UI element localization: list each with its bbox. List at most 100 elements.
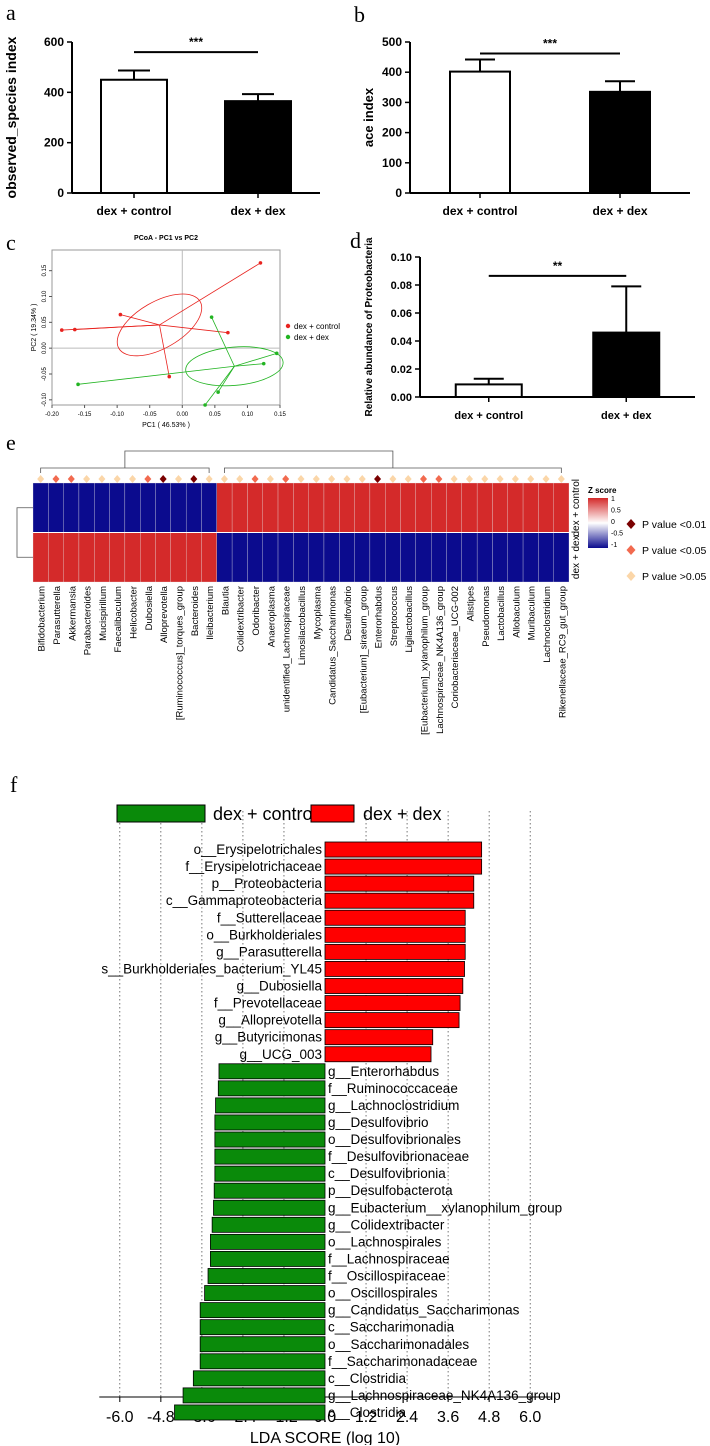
lda-bar-control xyxy=(182,1387,326,1404)
heat-cell-control xyxy=(431,482,447,533)
heat-cell-control xyxy=(94,482,110,533)
heat-cell-dex xyxy=(94,532,110,583)
heat-cell-control xyxy=(185,482,202,533)
column-label: Colidextribacter xyxy=(236,586,247,652)
y-axis-label: ace index xyxy=(361,87,376,147)
x-tick-label: dex + control xyxy=(96,204,171,218)
lda-bar-control xyxy=(214,1165,326,1182)
y-tick-label: 0 xyxy=(395,186,402,200)
column-label: Streptococcus xyxy=(389,586,400,646)
x-tick-label: dex + control xyxy=(442,204,517,218)
column-label: Parabacteroides xyxy=(83,586,94,655)
pvalue-diamond xyxy=(174,475,182,483)
pvalue-diamond xyxy=(404,475,412,483)
x-tick-label: -0.15 xyxy=(78,412,92,418)
heat-cell-control xyxy=(400,482,417,533)
heat-cell-dex xyxy=(216,532,233,583)
lda-bar-control xyxy=(215,1097,326,1114)
lda-bar-control xyxy=(214,1114,326,1131)
y-tick-label: 400 xyxy=(382,65,402,79)
bar-dex-control xyxy=(449,70,511,194)
bar-chart-observed-species: 0 200 400 600 observed_species index dex + co… xyxy=(3,35,320,218)
heat-cell-dex xyxy=(522,532,539,583)
lda-bar-control xyxy=(211,1216,326,1233)
y-tick-label: 300 xyxy=(382,95,402,109)
y-tick-label: 200 xyxy=(382,126,402,140)
y-tick-label: 0.02 xyxy=(391,364,412,376)
sample-point xyxy=(209,315,214,319)
column-label: Lactobacillus xyxy=(496,586,507,641)
heat-cell-control xyxy=(385,482,401,533)
lda-bar-control xyxy=(218,1063,326,1080)
column-dendrogram xyxy=(224,467,562,473)
centroid-spoke xyxy=(159,262,261,326)
heat-cell-control xyxy=(446,482,462,533)
y-axis-label: observed_species index xyxy=(3,36,19,198)
y-tick-label: 0.00 xyxy=(42,342,48,354)
column-label: Akkermansia xyxy=(67,585,78,641)
centroid-spoke xyxy=(120,314,160,326)
pvalue-diamond xyxy=(159,475,167,483)
pvalue-diamond xyxy=(98,475,106,483)
pvalue-diamond xyxy=(220,475,228,483)
colorbar xyxy=(588,498,608,548)
pvalue-diamond xyxy=(52,475,60,483)
y-tick-label: 200 xyxy=(44,136,64,150)
taxon-label: g__Lachnospiraceae_NK4A136_group xyxy=(328,1388,561,1403)
lda-bar-control xyxy=(210,1233,326,1250)
heat-cell-dex xyxy=(492,532,508,583)
heat-cell-control xyxy=(553,482,570,533)
lda-bar-dex xyxy=(324,1046,432,1063)
centroid-spoke xyxy=(217,366,235,393)
taxon-label: c__Clostridia xyxy=(328,1405,407,1420)
heat-cell-dex xyxy=(231,532,248,583)
column-label: Lachnoclostridium xyxy=(542,586,553,663)
heat-cell-dex xyxy=(431,532,447,583)
y-tick-label: 0.08 xyxy=(391,280,412,292)
heat-cell-dex xyxy=(507,532,524,583)
lda-bar-control xyxy=(210,1251,326,1267)
y-tick-label: 500 xyxy=(382,35,402,49)
taxon-label: f__Saccharimonadaceae xyxy=(328,1354,477,1369)
colorbar-tick-label: 0.5 xyxy=(611,508,621,515)
x-tick-label: 2.4 xyxy=(396,1409,418,1426)
pvalue-diamond xyxy=(557,475,565,483)
heat-cell-control xyxy=(155,482,171,533)
legend-diamond xyxy=(626,519,636,529)
x-tick-label: 0.05 xyxy=(209,412,221,418)
sample-point xyxy=(203,403,207,407)
lda-bar-dex xyxy=(324,875,475,892)
taxon-label: f__Prevotellaceae xyxy=(214,996,322,1011)
sample-point xyxy=(258,261,263,265)
legend-label: dex + dex xyxy=(294,333,329,342)
heatmap-zscore: Bifidobacterium Parasutterella Akkermansia… xyxy=(16,450,706,735)
heat-cell-dex xyxy=(308,532,325,583)
lda-bar-control xyxy=(214,1131,326,1148)
pvalue-diamond xyxy=(542,475,550,483)
taxon-label: f__Lachnospiraceae xyxy=(328,1251,450,1266)
heat-cell-control xyxy=(124,482,141,533)
pvalue-diamond xyxy=(435,475,443,483)
panel-label-d: d xyxy=(350,228,361,253)
y-tick-label: 0.10 xyxy=(42,290,48,302)
taxon-label: p__Desulfobacterota xyxy=(328,1183,453,1198)
column-label: Rikenellaceae_RC9_gut_group xyxy=(557,586,568,718)
row-label: dex + control xyxy=(571,479,582,537)
lda-bar-control xyxy=(199,1319,326,1336)
colorbar-tick-label: -1 xyxy=(611,542,617,549)
panel-label-c: c xyxy=(6,230,16,255)
column-label: unidentified_Lachnospiraceae xyxy=(282,586,293,712)
x-tick-label: dex + dex xyxy=(601,410,652,422)
sample-point xyxy=(118,312,123,317)
y-tick-label: 600 xyxy=(44,35,64,49)
heat-cell-dex xyxy=(385,532,401,583)
panel-label-e: e xyxy=(6,430,16,455)
lda-bar-dex xyxy=(324,858,483,875)
column-label: Blautia xyxy=(220,585,231,615)
colorbar-tick-label: 0 xyxy=(611,519,615,526)
column-label: Limosilactobacillus xyxy=(297,586,308,665)
bar-chart-ace-index: 0 100 200 300 400 500 ace index dex + control de… xyxy=(361,35,690,218)
column-label: Desulfovibrio xyxy=(343,586,354,641)
colorbar-title: Z score xyxy=(588,486,617,495)
heat-cell-control xyxy=(538,482,554,533)
